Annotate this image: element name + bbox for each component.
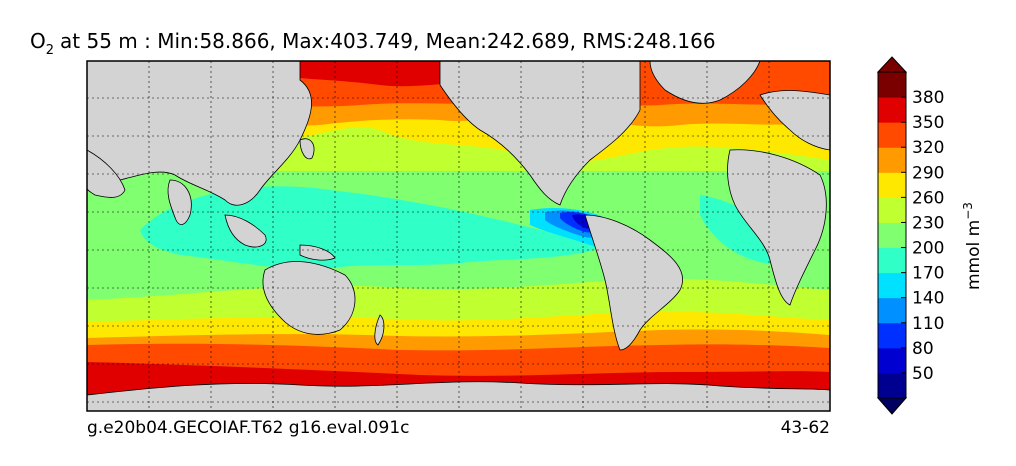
colorbar-swatch xyxy=(878,172,906,198)
footer-right: 43-62 xyxy=(781,418,830,438)
colorbar-tick-label: 200 xyxy=(912,239,944,259)
land-africa xyxy=(727,149,827,306)
colorbar-unit-exponent: −3 xyxy=(961,202,975,220)
colorbar: 50 80 110 140 170 200 230 260 290 320 350 380 mmol … xyxy=(876,56,984,415)
land xyxy=(87,61,830,411)
footer-left: g.e20b04.GECOIAF.T62 g16.eval.091c xyxy=(87,418,409,438)
map-frame xyxy=(86,60,831,412)
map-panel xyxy=(87,61,830,411)
land-europe xyxy=(759,90,830,151)
colorbar-unit-label: mmol m−3 xyxy=(961,202,984,290)
colorbar-swatch xyxy=(878,247,906,274)
colorbar-swatch xyxy=(878,347,906,374)
land-greenland xyxy=(649,61,761,104)
colorbar-tick-label: 380 xyxy=(912,88,944,108)
land-new-guinea xyxy=(299,244,336,261)
land-japan xyxy=(299,138,315,160)
colorbar-tick-label: 50 xyxy=(912,364,934,384)
title-text: at 55 m : Min:58.866, Max:403.749, Mean:… xyxy=(60,29,716,53)
colorbar-swatch xyxy=(878,322,906,349)
colorbar-tick-label: 230 xyxy=(912,213,944,233)
colorbar-tick-label: 260 xyxy=(912,188,944,208)
land-south-america xyxy=(584,214,683,351)
colorbar-tick-label: 110 xyxy=(912,314,944,334)
plot-title: O2 at 55 m : Min:58.866, Max:403.749, Mea… xyxy=(30,29,716,58)
land-new-zealand xyxy=(374,314,385,346)
land-arabia xyxy=(87,149,126,198)
colorbar-tick-labels: 50 80 110 140 170 200 230 260 290 320 350 380 xyxy=(901,88,944,384)
colorbar-swatch xyxy=(878,72,906,98)
land-australia xyxy=(262,261,356,335)
colorbar-unit-text: mmol m xyxy=(964,220,984,290)
colorbar-swatch xyxy=(878,372,906,399)
colorbar-swatch xyxy=(878,197,906,223)
land-india xyxy=(167,179,192,225)
map-grid xyxy=(87,61,830,411)
colorbar-tick-label: 290 xyxy=(912,163,944,183)
colorbar-over-arrow xyxy=(876,56,908,73)
colorbar-tick-label: 80 xyxy=(912,339,934,359)
colorbar-frame xyxy=(877,71,907,399)
ocean-band-170-pacific xyxy=(140,186,610,269)
colorbar-tick-label: 350 xyxy=(912,113,944,133)
colorbar-tick-label: 320 xyxy=(912,138,944,158)
colorbar-swatch xyxy=(878,272,906,299)
title-species: O xyxy=(30,29,46,53)
colorbar-swatch xyxy=(878,297,906,324)
colorbar-swatch xyxy=(878,122,906,148)
colorbar-swatch xyxy=(878,222,906,249)
colorbar-swatches xyxy=(878,72,906,399)
colorbar-swatch xyxy=(878,147,906,173)
colorbar-tick-label: 140 xyxy=(912,289,944,309)
title-species-subscript: 2 xyxy=(46,43,54,58)
land-indonesia xyxy=(224,214,267,248)
colorbar-under-arrow xyxy=(876,397,908,415)
colorbar-swatch xyxy=(878,97,906,123)
land-north-america xyxy=(439,61,641,206)
land-antarctica xyxy=(87,381,830,411)
colorbar-tick-label: 170 xyxy=(912,264,944,284)
